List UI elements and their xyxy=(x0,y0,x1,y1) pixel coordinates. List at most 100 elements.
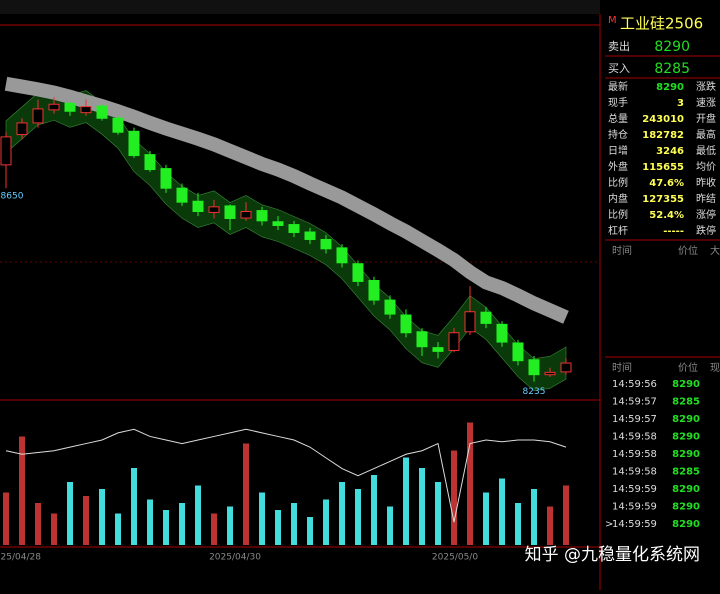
candle-body xyxy=(112,117,124,133)
toolbar[interactable] xyxy=(0,0,600,14)
col-head: 时间 xyxy=(612,244,632,257)
watermark: 知乎 @九稳量化系统网 xyxy=(525,545,700,565)
col-head: 大 xyxy=(710,244,720,257)
candle-body xyxy=(416,331,428,348)
field-value: 52.4% xyxy=(649,210,684,221)
volume-bar xyxy=(547,506,553,545)
candle-body xyxy=(192,200,204,212)
field-label: 内盘 xyxy=(608,192,628,205)
volume-bar xyxy=(371,475,377,545)
candle-body xyxy=(384,299,396,315)
candle-body xyxy=(64,102,76,112)
volume-bar xyxy=(3,492,9,545)
candle-body xyxy=(96,105,108,119)
volume-bar xyxy=(35,503,41,545)
candle-body xyxy=(32,108,44,124)
low-label: 8235 xyxy=(523,387,546,397)
volume-bar xyxy=(291,503,297,545)
field-label: 涨跌 xyxy=(696,80,716,93)
candle-body xyxy=(336,247,348,264)
volume-bar xyxy=(83,496,89,545)
col-head: 现 xyxy=(710,362,720,374)
candle-body xyxy=(480,311,492,324)
candle-body xyxy=(16,122,28,136)
candle-body xyxy=(320,238,332,250)
volume-bar xyxy=(243,443,249,545)
field-label: 日增 xyxy=(608,144,628,157)
volume-bar xyxy=(451,450,457,545)
volume-bar xyxy=(131,468,137,545)
tick-time: 14:59:58 xyxy=(612,449,657,460)
sell-label: 卖出 xyxy=(608,39,630,53)
tick-price: 8290 xyxy=(672,449,700,460)
tick-time: 14:59:59 xyxy=(612,484,657,495)
moving-average xyxy=(4,76,569,324)
field-label: 昨收 xyxy=(696,176,716,189)
field-value: 243010 xyxy=(642,114,684,125)
candle-body xyxy=(128,130,140,157)
date-label: 2025/05/0 xyxy=(432,553,478,563)
candle-body xyxy=(176,187,188,203)
tick-price: 8290 xyxy=(672,502,700,513)
col-head: 价位 xyxy=(678,361,698,374)
candle-body xyxy=(288,224,300,233)
tick-time: 14:59:58 xyxy=(612,467,657,478)
volume-bar xyxy=(307,517,313,545)
volume-bar xyxy=(499,478,505,545)
flag: M xyxy=(608,15,617,26)
candle-body xyxy=(272,221,284,226)
field-label: 昨结 xyxy=(696,192,716,205)
field-label: 最新 xyxy=(608,80,628,93)
candle-body xyxy=(368,280,380,301)
tick-price: 8290 xyxy=(672,379,700,390)
field-label: 持仓 xyxy=(608,128,628,141)
candle-body xyxy=(160,168,172,189)
candle-body xyxy=(352,263,364,282)
volume-bar xyxy=(67,482,73,545)
candle-body xyxy=(80,106,92,114)
volume-bar xyxy=(323,499,329,545)
volume-bar xyxy=(211,513,217,545)
candle-body xyxy=(496,323,508,343)
field-label: 杠杆 xyxy=(608,224,628,237)
candle-body xyxy=(304,231,316,240)
volume-bar xyxy=(259,492,265,545)
field-value: 115655 xyxy=(642,162,684,173)
candle-body xyxy=(448,332,460,351)
cursor: > xyxy=(605,519,613,530)
candle-body xyxy=(240,211,252,219)
volume-bar xyxy=(435,482,441,545)
field-label: 开盘 xyxy=(696,112,716,125)
col-head: 价位 xyxy=(678,244,698,257)
candle-body xyxy=(256,210,268,222)
interest-line xyxy=(5,428,567,523)
tick-price: 8290 xyxy=(672,432,700,443)
candle-body xyxy=(48,103,60,111)
volume-bar xyxy=(483,492,489,545)
sell-price: 8290 xyxy=(654,39,690,55)
volume-bar xyxy=(387,506,393,545)
candle-body xyxy=(512,342,524,362)
field-label: 最高 xyxy=(696,128,716,141)
col-head: 时间 xyxy=(612,361,632,374)
volume-bar xyxy=(147,499,153,545)
tick-time: 14:59:59 xyxy=(612,502,657,513)
buy-label: 买入 xyxy=(608,62,630,75)
field-value: 3246 xyxy=(656,146,684,157)
tick-price: 8290 xyxy=(672,519,700,530)
volume-bar xyxy=(467,422,473,545)
volume-bar xyxy=(275,510,281,545)
field-label: 涨停 xyxy=(696,208,716,221)
field-value: ----- xyxy=(663,226,684,237)
tick-time: 14:59:56 xyxy=(612,379,657,390)
candle-body xyxy=(224,205,236,219)
tick-price: 8290 xyxy=(672,484,700,495)
date-label: 2025/04/30 xyxy=(209,553,261,563)
low-label: 8650 xyxy=(1,192,24,202)
volume-bar xyxy=(563,485,569,545)
tick-time: 14:59:59 xyxy=(612,519,657,530)
tick-time: 14:59:57 xyxy=(612,414,657,425)
volume-bar xyxy=(403,457,409,545)
field-value: 3 xyxy=(677,98,684,109)
buy-price: 8285 xyxy=(654,61,690,77)
